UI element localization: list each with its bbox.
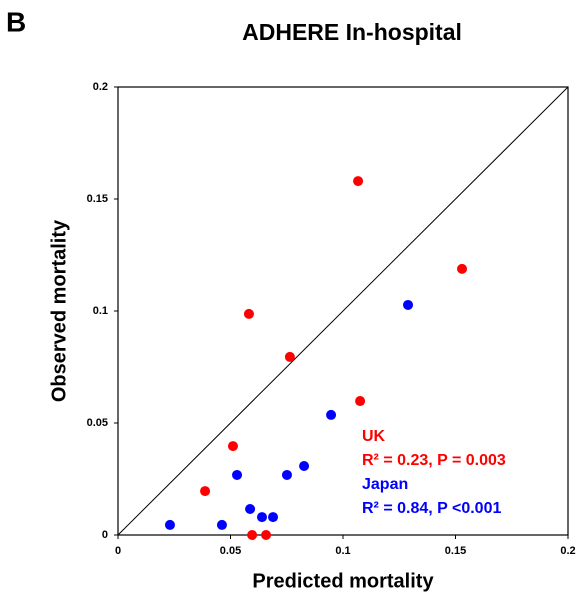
point <box>257 512 267 523</box>
point <box>245 504 256 515</box>
point <box>403 299 414 310</box>
legend-stats: R² = 0.23, P = 0.003 <box>362 452 506 469</box>
point <box>164 519 175 530</box>
point <box>216 519 227 530</box>
legend-label: UK <box>362 428 386 445</box>
y-axis-label: Observed mortality <box>48 219 70 402</box>
point <box>247 530 258 540</box>
x-axis-label: Predicted mortality <box>252 570 434 592</box>
panel-label: B <box>6 6 26 37</box>
point <box>299 461 310 472</box>
y-tick-label: 0.05 <box>87 417 108 429</box>
point <box>227 441 238 452</box>
point <box>268 512 279 523</box>
point <box>284 351 295 362</box>
point <box>355 396 366 407</box>
y-tick-label: 0 <box>102 529 108 541</box>
point <box>200 486 211 497</box>
identity-line <box>117 86 569 536</box>
x-tick-label: 0.05 <box>220 545 241 557</box>
legend-label: Japan <box>362 476 408 493</box>
point <box>281 469 292 480</box>
point <box>261 530 272 540</box>
y-tick-label: 0.15 <box>87 193 108 205</box>
x-tick-label: 0.1 <box>335 545 350 557</box>
chart-title: ADHERE In-hospital <box>242 19 462 45</box>
point <box>457 263 468 274</box>
y-tick-label: 0.1 <box>93 305 108 317</box>
point <box>353 176 364 187</box>
point <box>232 469 243 480</box>
x-tick-label: 0.2 <box>560 545 575 557</box>
point <box>243 308 254 319</box>
legend-stats: R² = 0.84, P <0.001 <box>362 500 501 517</box>
x-tick-label: 0 <box>115 545 121 557</box>
x-tick-label: 0.15 <box>445 545 466 557</box>
point <box>326 409 337 420</box>
y-tick-label: 0.2 <box>93 81 108 93</box>
